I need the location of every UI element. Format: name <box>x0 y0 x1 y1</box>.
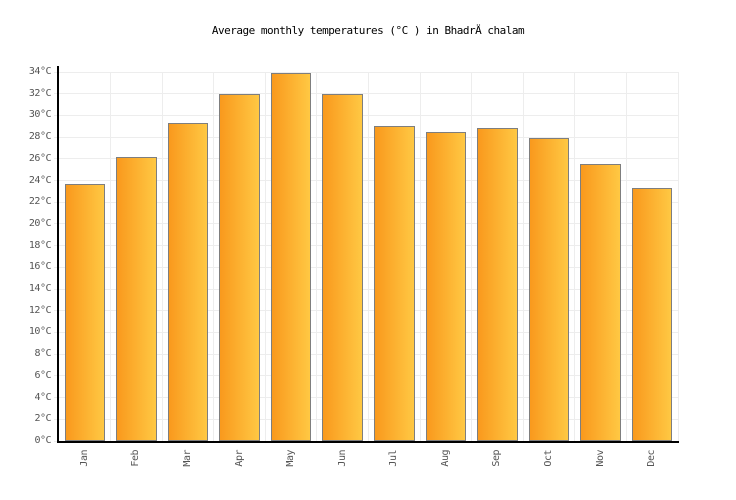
x-gridline <box>471 72 473 441</box>
y-axis-label: 28°C <box>28 131 52 143</box>
x-axis-label-apr: Apr <box>233 450 245 467</box>
x-gridline <box>316 72 318 441</box>
x-gridline <box>625 72 627 441</box>
bar-nov[interactable] <box>580 164 621 441</box>
y-tick <box>54 288 58 290</box>
y-tick <box>54 136 58 138</box>
x-gridline <box>161 72 163 441</box>
bar-jun[interactable] <box>322 93 363 441</box>
bar-jul[interactable] <box>374 126 415 441</box>
y-tick <box>54 310 58 312</box>
x-gridline <box>419 72 421 441</box>
x-axis-label-jul: Jul <box>388 450 400 467</box>
y-tick <box>54 375 58 377</box>
x-axis-line <box>57 441 679 443</box>
y-axis-label: 12°C <box>28 304 52 316</box>
y-tick <box>54 93 58 95</box>
bar-apr[interactable] <box>219 93 260 441</box>
y-axis-label: 34°C <box>28 66 52 77</box>
y-tick <box>54 440 58 442</box>
y-axis-label: 32°C <box>28 87 52 99</box>
x-axis-label-jan: Jan <box>78 450 90 467</box>
x-gridline <box>574 72 576 441</box>
x-axis-label-jun: Jun <box>336 450 348 467</box>
y-axis-line <box>57 66 59 443</box>
y-axis-label: 16°C <box>28 261 52 273</box>
y-axis-label: 10°C <box>28 326 52 338</box>
y-axis-label: 4°C <box>34 391 51 403</box>
bar-aug[interactable] <box>425 131 467 441</box>
y-tick <box>54 223 58 225</box>
bar-oct[interactable] <box>528 138 570 441</box>
y-axis-label: 26°C <box>28 152 52 164</box>
y-tick <box>54 158 58 160</box>
x-axis-label-sep: Sep <box>491 450 503 467</box>
bar-dec[interactable] <box>631 188 673 441</box>
y-axis-label: 24°C <box>28 174 52 186</box>
x-gridline <box>677 72 679 441</box>
x-axis-label-oct: Oct <box>543 450 555 467</box>
x-gridline <box>522 72 524 441</box>
bar-feb[interactable] <box>116 156 157 441</box>
y-tick <box>54 201 58 203</box>
bar-sep[interactable] <box>477 128 518 441</box>
y-axis-label: 30°C <box>28 109 52 121</box>
y-tick <box>54 114 58 116</box>
y-axis-label: 6°C <box>34 369 51 381</box>
x-gridline <box>368 72 369 441</box>
x-axis-label-mar: Mar <box>181 450 193 467</box>
chart-title: Average monthly temperatures (°C ) in Bh… <box>211 24 525 37</box>
y-tick <box>54 353 58 355</box>
y-axis-label: 8°C <box>34 348 51 360</box>
x-axis-label-aug: Aug <box>439 450 451 467</box>
y-tick <box>54 397 58 399</box>
bar-mar[interactable] <box>167 123 209 441</box>
x-axis-label-may: May <box>285 450 297 467</box>
y-tick <box>54 418 58 420</box>
y-axis-label: 2°C <box>34 413 51 425</box>
y-tick <box>54 180 58 182</box>
y-axis-label: 14°C <box>28 283 52 295</box>
y-tick <box>54 331 58 333</box>
y-axis-label: 18°C <box>28 239 52 251</box>
y-tick <box>54 245 58 247</box>
x-gridline <box>264 72 266 441</box>
bar-may[interactable] <box>270 73 312 441</box>
y-axis-label: 22°C <box>28 196 52 208</box>
x-axis-label-nov: Nov <box>594 450 606 467</box>
y-axis-label: 0°C <box>34 435 51 446</box>
x-gridline <box>213 72 215 441</box>
bar-jan[interactable] <box>64 183 106 441</box>
y-axis-label: 20°C <box>28 217 52 229</box>
x-gridline <box>110 72 112 441</box>
x-axis-label-dec: Dec <box>646 450 658 467</box>
y-tick <box>54 71 58 73</box>
x-axis-label-feb: Feb <box>130 450 142 467</box>
y-tick <box>54 266 58 268</box>
